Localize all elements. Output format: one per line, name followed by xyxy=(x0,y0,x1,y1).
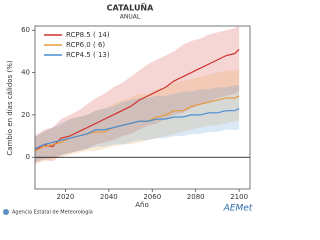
x-tick-label: 2020 xyxy=(56,193,74,201)
legend-label: RCP6.0 xyxy=(66,41,91,49)
x-tick-label: 2060 xyxy=(143,193,161,201)
legend-label: RCP4.5 xyxy=(66,51,91,59)
y-tick-label: 60 xyxy=(21,26,30,34)
series-line xyxy=(34,48,240,152)
x-tick-label: 2100 xyxy=(230,193,248,201)
legend-count: ( 14) xyxy=(93,31,110,39)
y-tick-label: 20 xyxy=(21,111,30,119)
x-axis-label: Año xyxy=(135,201,149,209)
legend-count: ( 13) xyxy=(93,51,110,59)
source-icon xyxy=(3,209,9,215)
chart-subtitle: ANUAL xyxy=(120,14,141,21)
y-tick-label: 40 xyxy=(21,69,30,77)
range-band xyxy=(35,85,240,162)
series-line xyxy=(34,108,240,150)
x-tick-label: 2040 xyxy=(100,193,118,201)
logo: AEMet xyxy=(223,204,253,214)
legend-label: RCP8.5 xyxy=(66,31,91,39)
y-tick-label: 0 xyxy=(26,153,30,161)
range-band xyxy=(35,68,240,164)
range-band xyxy=(35,26,240,164)
chart-title: CATALUÑA xyxy=(107,3,154,13)
source: Agencia Estatal de Meteorología xyxy=(12,209,93,216)
x-tick-label: 2080 xyxy=(187,193,205,201)
y-axis-label: Cambio en días cálidos (%) xyxy=(6,60,14,155)
chart: CATALUÑA ANUAL Cambio en días cálidos (%… xyxy=(3,3,253,216)
plot-frame xyxy=(34,25,251,190)
legend-count: ( 6) xyxy=(93,41,105,49)
